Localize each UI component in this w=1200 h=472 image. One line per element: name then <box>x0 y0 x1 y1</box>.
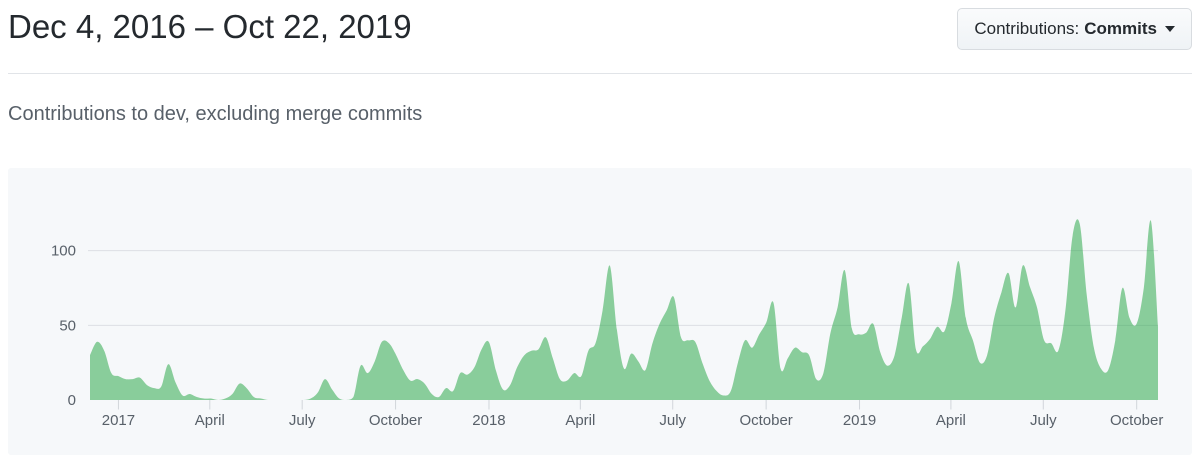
y-axis-label-0: 0 <box>68 392 76 409</box>
x-axis-label: 2017 <box>102 412 135 429</box>
chart-panel: 0 50 100 2017 April July October 2018 April July O… <box>8 168 1192 455</box>
x-axis-label: 2018 <box>472 412 505 429</box>
date-range-title: Dec 4, 2016 – Oct 22, 2019 <box>8 8 412 45</box>
x-axis-label: July <box>659 412 686 429</box>
dropdown-caret-icon <box>1165 26 1175 32</box>
x-axis-label: July <box>1030 412 1057 429</box>
contributions-filter-button[interactable]: Contributions: Commits <box>957 8 1192 50</box>
commits-area-series <box>90 219 1158 400</box>
filter-selected-value: Commits <box>1084 19 1157 38</box>
x-axis-label: 2019 <box>843 412 876 429</box>
y-axis-label-100: 100 <box>51 243 76 260</box>
x-axis-label: April <box>565 412 595 429</box>
y-axis-label-50: 50 <box>59 317 76 334</box>
contributions-area-chart: 0 50 100 2017 April July October 2018 April July O… <box>51 219 1163 429</box>
x-axis-label: April <box>936 412 966 429</box>
header-divider <box>8 73 1192 74</box>
x-axis-label: October <box>1110 412 1163 429</box>
filter-label: Contributions: <box>974 19 1080 38</box>
x-axis-label: October <box>739 412 792 429</box>
x-axis-label: October <box>369 412 422 429</box>
x-axis-label: April <box>195 412 225 429</box>
x-axis-label: July <box>289 412 316 429</box>
chart-subtitle: Contributions to dev, excluding merge co… <box>8 103 423 125</box>
